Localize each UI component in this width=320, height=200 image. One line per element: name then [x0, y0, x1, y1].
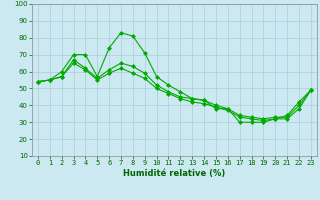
X-axis label: Humidité relative (%): Humidité relative (%)	[123, 169, 226, 178]
